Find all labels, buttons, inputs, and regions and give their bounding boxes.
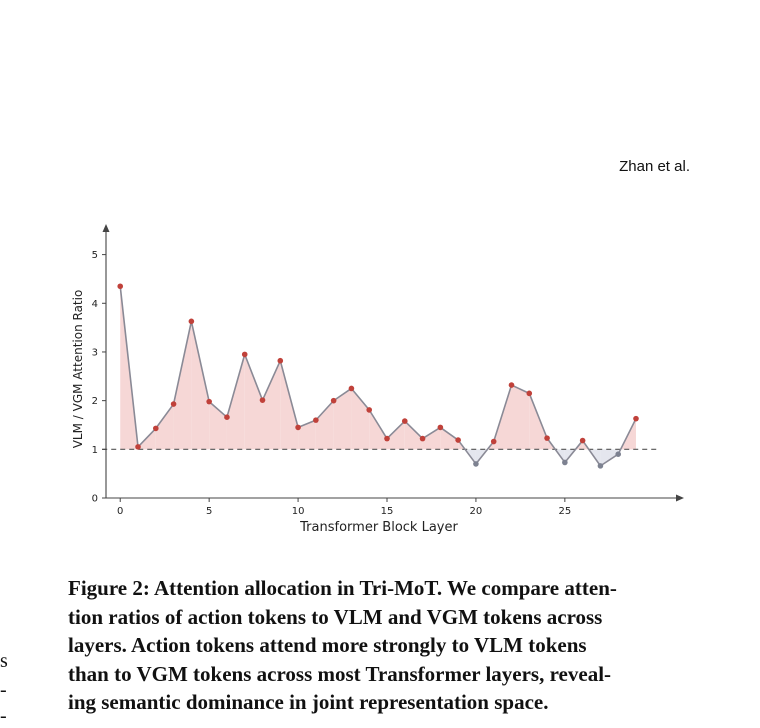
data-point (633, 415, 639, 422)
x-tick-label: 0 (117, 506, 123, 517)
area-fill-segment (529, 393, 548, 450)
caption-line: than to VGM tokens across most Transform… (68, 661, 612, 686)
data-point (526, 390, 533, 397)
y-tick-label: 5 (92, 250, 98, 261)
data-point (206, 398, 212, 405)
y-tick-label: 3 (92, 347, 98, 358)
data-point (384, 435, 390, 442)
margin-fragment: s (0, 650, 8, 672)
area-fill-segment (369, 409, 387, 450)
data-point (579, 437, 586, 444)
data-point (455, 437, 461, 443)
data-point (241, 351, 248, 358)
data-point (401, 418, 408, 424)
data-point (562, 459, 568, 466)
margin-fragment: - (0, 705, 7, 727)
x-tick-label: 20 (470, 506, 483, 517)
data-point (366, 407, 373, 413)
data-point (295, 424, 301, 431)
caption-line: tion ratios of action tokens to VLM and … (68, 604, 603, 629)
area-fill-segment (404, 421, 423, 450)
area-fill-segment (262, 360, 281, 450)
data-point (135, 444, 141, 450)
area-fill-segment (226, 354, 245, 450)
area-fill-segment (244, 354, 263, 450)
area-fill-segment (511, 385, 530, 450)
data-point (597, 463, 604, 469)
area-fill-segment (600, 449, 619, 466)
area-fill-segment (280, 360, 299, 450)
area-fill-segment (333, 388, 352, 450)
data-point (544, 435, 550, 441)
data-point (437, 424, 444, 431)
area-fill-segment (173, 321, 192, 450)
data-point (348, 385, 355, 392)
y-tick-label: 1 (92, 445, 98, 456)
area-fill-segment (440, 427, 459, 450)
attention-ratio-figure: 0 5 10 15 20 25 0 1 2 3 4 5 Transformer Block Layer V… (60, 220, 700, 540)
data-point (313, 417, 319, 423)
data-point (330, 397, 337, 404)
y-tick-label: 2 (92, 396, 98, 407)
series-line (119, 286, 637, 467)
data-point (277, 357, 284, 364)
y-tick-label: 0 (92, 494, 98, 505)
figure-caption: Figure 2: Attention allocation in Tri-Mo… (68, 574, 698, 717)
x-tick-label: 10 (292, 506, 305, 517)
x-tick-label: 15 (381, 506, 394, 517)
caption-line: Figure 2: Attention allocation in Tri-Mo… (68, 576, 617, 600)
y-axis-label: VLM / VGM Attention Ratio (71, 290, 85, 449)
area-fill-segment (191, 321, 210, 450)
caption-line: layers. Action tokens attend more strong… (68, 633, 587, 657)
margin-fragment: - (0, 679, 7, 701)
attention-ratio-chart: 0 5 10 15 20 25 0 1 2 3 4 5 Transformer Block Layer V… (71, 224, 684, 535)
caption-line: ing semantic dominance in joint represen… (68, 690, 549, 714)
data-point (259, 397, 266, 403)
data-point (473, 461, 479, 467)
data-point (152, 425, 159, 432)
area-fill-segment (582, 440, 589, 450)
area-fill-segment (155, 404, 174, 450)
x-axis-label: Transformer Block Layer (299, 520, 458, 535)
data-point (188, 318, 195, 325)
y-axis-arrow (102, 224, 110, 232)
area-fill-segment (298, 420, 316, 450)
data-point (117, 283, 124, 290)
area-fill-segment (387, 421, 405, 450)
data-point (170, 401, 177, 407)
area-fill-segment (351, 388, 370, 450)
area-fill-segment (315, 400, 334, 450)
x-tick-label: 25 (558, 506, 571, 517)
area-fill-segment (422, 427, 441, 450)
data-point (419, 435, 426, 442)
x-axis-arrow (676, 494, 684, 502)
y-tick-label: 4 (92, 299, 98, 310)
data-point (508, 382, 515, 388)
data-point (615, 451, 622, 457)
running-head: Zhan et al. (619, 158, 690, 175)
data-point (224, 414, 230, 420)
data-point (490, 438, 497, 445)
x-tick-label: 5 (206, 506, 212, 517)
